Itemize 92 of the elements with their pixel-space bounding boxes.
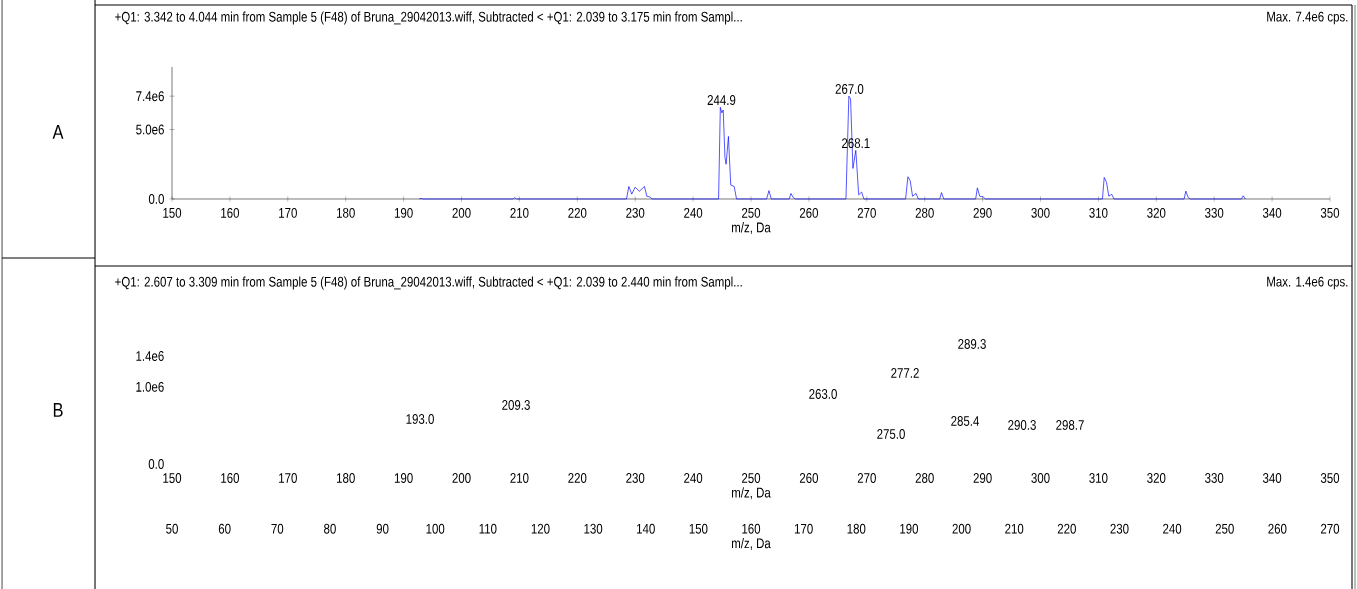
x2-tick-label: 160 bbox=[742, 523, 761, 534]
x-tick-label: 260 bbox=[799, 473, 819, 484]
y-tick-label: 0.0 bbox=[148, 194, 164, 204]
x2-tick-label: 100 bbox=[426, 523, 445, 534]
x-tick-label: 160 bbox=[221, 473, 240, 484]
x2-tick-label: 220 bbox=[1057, 523, 1076, 534]
x-tick-label: 230 bbox=[626, 207, 645, 218]
x-tick-label: 300 bbox=[1031, 207, 1050, 218]
x-tick-label: 150 bbox=[163, 207, 182, 218]
x2-axis-title: m/z, Da bbox=[731, 537, 771, 550]
annotation: 290.3 bbox=[1008, 420, 1036, 430]
x2-tick-label: 70 bbox=[271, 523, 284, 534]
annotation: 275.0 bbox=[877, 429, 905, 439]
x-tick-label: 180 bbox=[337, 207, 355, 218]
x-tick-label: 300 bbox=[1031, 473, 1050, 484]
x-tick-label: 240 bbox=[684, 473, 703, 484]
x-tick-label: 230 bbox=[626, 473, 645, 484]
y-tick-label: 5.0e6 bbox=[136, 124, 164, 135]
x2-tick-label: 190 bbox=[900, 523, 919, 534]
x-tick-label: 210 bbox=[510, 473, 529, 484]
x-tick-label: 170 bbox=[279, 473, 297, 484]
x2-tick-label: 130 bbox=[584, 523, 603, 534]
x-tick-label: 280 bbox=[915, 473, 934, 484]
line-series bbox=[418, 95, 1246, 200]
y-tick-label: 7.4e6 bbox=[136, 91, 164, 102]
x-tick-label: 340 bbox=[1262, 473, 1282, 484]
x-tick-label: 290 bbox=[973, 473, 992, 484]
x-axis-title: m/z, Da bbox=[731, 222, 771, 235]
x-axis-title: m/z, Da bbox=[731, 487, 771, 500]
x2-tick-label: 80 bbox=[324, 523, 336, 534]
x-tick-label: 280 bbox=[915, 207, 934, 218]
x-tick-label: 150 bbox=[163, 473, 182, 484]
x2-tick-label: 250 bbox=[1215, 523, 1234, 534]
x-tick-label: 320 bbox=[1147, 473, 1166, 484]
x-tick-label: 240 bbox=[684, 207, 703, 218]
x-tick-label: 200 bbox=[452, 207, 471, 218]
x-tick-label: 350 bbox=[1320, 207, 1340, 218]
x-tick-label: 330 bbox=[1205, 473, 1224, 484]
x2-tick-label: 240 bbox=[1163, 523, 1182, 534]
text: B bbox=[53, 403, 63, 417]
x2-tick-label: 180 bbox=[847, 523, 866, 534]
x-tick-label: 260 bbox=[799, 207, 819, 218]
y-tick-label: 1.4e6 bbox=[136, 351, 164, 361]
x-tick-label: 340 bbox=[1262, 207, 1282, 218]
x2-tick-label: 260 bbox=[1268, 523, 1287, 534]
x-tick-label: 160 bbox=[221, 207, 240, 218]
x-tick-label: 270 bbox=[857, 473, 876, 484]
x-tick-label: 250 bbox=[742, 207, 761, 218]
x-tick-label: 220 bbox=[568, 207, 587, 218]
x-tick-label: 200 bbox=[452, 473, 471, 484]
text: Max. 7.4e6 cps. bbox=[1267, 11, 1348, 25]
x2-tick-label: 270 bbox=[1321, 523, 1340, 534]
x2-tick-label: 50 bbox=[166, 523, 178, 534]
x2-tick-label: 200 bbox=[952, 523, 971, 534]
x-tick-label: 320 bbox=[1147, 207, 1166, 218]
chart-title: +Q1: 3.342 to 4.044 min from Sample 5 (F48) of Bruna_29042013.wiff, Subtracted < +Q1: 2.039 to 3.175 min from Sampl... bbox=[115, 11, 742, 25]
x2-tick-label: 230 bbox=[1110, 523, 1129, 534]
x-tick-label: 190 bbox=[394, 207, 413, 218]
text: A bbox=[52, 125, 64, 139]
x-tick-label: 180 bbox=[337, 473, 355, 484]
x-tick-label: 210 bbox=[510, 207, 529, 218]
x-tick-label: 290 bbox=[973, 207, 992, 218]
x-tick-label: 310 bbox=[1089, 207, 1108, 218]
x2-tick-label: 150 bbox=[689, 523, 708, 534]
x-tick-label: 310 bbox=[1089, 473, 1108, 484]
x2-tick-label: 110 bbox=[479, 523, 497, 534]
x2-tick-label: 120 bbox=[531, 523, 550, 534]
annotation: 277.2 bbox=[891, 368, 919, 378]
text: 289.3 bbox=[958, 339, 986, 349]
annotation: 285.4 bbox=[951, 416, 980, 426]
annotation: 193.0 bbox=[406, 414, 434, 424]
x2-tick-label: 140 bbox=[637, 523, 655, 534]
x2-tick-label: 170 bbox=[794, 523, 813, 534]
annotation: 244.9 bbox=[707, 95, 736, 106]
x-tick-label: 250 bbox=[742, 473, 761, 484]
x-tick-label: 270 bbox=[857, 207, 876, 218]
y-tick-label: 0.0 bbox=[148, 459, 164, 469]
annotation: 298.7 bbox=[1056, 420, 1084, 430]
x2-tick-label: 60 bbox=[218, 523, 231, 534]
annotation: 267.0 bbox=[835, 83, 864, 94]
x-tick-label: 190 bbox=[394, 473, 413, 484]
text: Max. 1.4e6 cps. bbox=[1267, 276, 1348, 290]
annotation: 263.0 bbox=[809, 389, 837, 399]
x2-tick-label: 90 bbox=[376, 523, 389, 534]
y-tick-label: 1.0e6 bbox=[136, 381, 164, 392]
x-tick-label: 220 bbox=[568, 473, 587, 484]
x-tick-label: 350 bbox=[1320, 473, 1340, 484]
x-tick-label: 170 bbox=[279, 207, 297, 218]
x2-tick-label: 210 bbox=[1005, 523, 1024, 534]
annotation: 209.3 bbox=[502, 400, 530, 410]
chart-title: +Q1: 2.607 to 3.309 min from Sample 5 (F48) of Bruna_29042013.wiff, Subtracted < +Q1: 2.039 to 2.440 min from Sampl... bbox=[115, 276, 742, 290]
x-tick-label: 330 bbox=[1205, 207, 1224, 218]
